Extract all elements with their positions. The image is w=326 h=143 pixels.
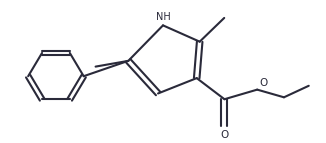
Text: NH: NH bbox=[156, 12, 170, 22]
Text: O: O bbox=[259, 78, 267, 88]
Text: O: O bbox=[220, 130, 229, 140]
